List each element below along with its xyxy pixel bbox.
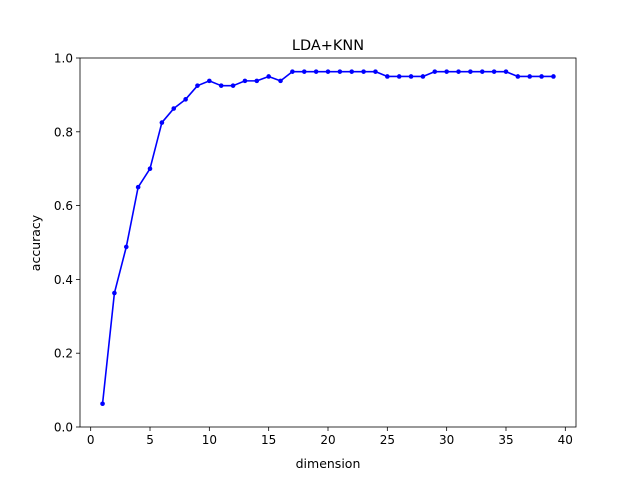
data-point	[254, 78, 260, 84]
y-axis-label: accuracy	[28, 214, 43, 271]
x-tick-label: 5	[146, 433, 154, 447]
data-point	[432, 69, 438, 74]
plot-area: 0 5 10 15 20 25 30 35 40 0.0 0.2 0.4 0.6 0.8 1.0	[54, 52, 577, 447]
data-point	[171, 106, 177, 111]
data-point	[396, 74, 402, 79]
data-point	[100, 401, 105, 407]
x-tick-label: 0	[87, 433, 95, 447]
y-tick-label: 0.2	[54, 347, 73, 361]
data-point	[230, 83, 236, 88]
x-tick-label: 30	[439, 433, 454, 447]
y-tick-label: 0.8	[54, 125, 73, 139]
data-point	[123, 244, 129, 250]
data-point	[147, 166, 153, 171]
data-point	[503, 69, 509, 74]
data-point	[207, 78, 212, 84]
data-point	[373, 69, 378, 74]
x-tick-label: 15	[261, 433, 276, 447]
data-point	[278, 78, 283, 84]
data-point	[551, 74, 556, 79]
y-tick-label: 1.0	[54, 52, 73, 66]
data-point	[112, 290, 117, 296]
data-point	[183, 97, 188, 102]
data-point	[242, 78, 248, 84]
data-point	[218, 83, 224, 88]
data-point	[159, 120, 165, 125]
x-tick-label: 20	[320, 433, 335, 447]
data-point	[479, 69, 485, 74]
data-point	[468, 69, 473, 74]
x-tick-label: 35	[498, 433, 513, 447]
data-point	[456, 69, 461, 74]
y-tick-label: 0.6	[54, 199, 73, 213]
data-point	[491, 69, 497, 74]
data-point	[337, 69, 343, 74]
data-point	[313, 69, 319, 74]
data-point	[408, 74, 414, 79]
x-tick-label: 40	[558, 433, 573, 447]
x-tick-label: 25	[380, 433, 395, 447]
data-point	[361, 69, 366, 74]
data-point	[195, 83, 200, 88]
y-tick-label: 0.4	[54, 273, 73, 287]
data-point	[539, 74, 544, 79]
y-tick-label: 0.0	[54, 421, 73, 435]
data-point	[325, 69, 331, 74]
data-point	[420, 74, 426, 79]
data-point	[301, 69, 307, 74]
data-point	[266, 74, 271, 79]
data-point	[135, 184, 141, 190]
data-point	[515, 74, 521, 79]
data-point	[349, 69, 355, 74]
x-tick-label: 10	[202, 433, 217, 447]
data-point	[527, 74, 533, 79]
axes-frame	[79, 57, 577, 428]
chart-title: LDA+KNN	[292, 38, 364, 54]
x-axis-label: dimension	[296, 456, 361, 471]
data-point	[444, 69, 449, 74]
data-point	[290, 69, 295, 74]
data-point	[385, 74, 390, 79]
